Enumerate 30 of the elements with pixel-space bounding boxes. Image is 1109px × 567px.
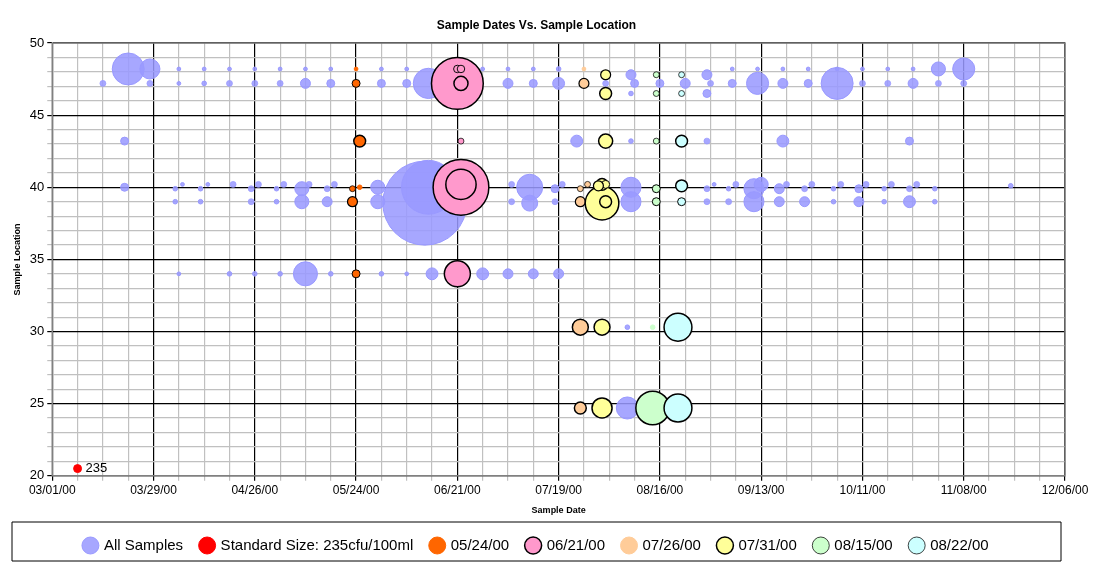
x-tick-label: 07/19/00 bbox=[535, 483, 583, 498]
y-axis-title: Sample Location bbox=[11, 223, 22, 296]
y-tick-label: 45 bbox=[29, 106, 45, 122]
y-tick-label: 20 bbox=[29, 467, 45, 483]
x-tick-label: 11/08/00 bbox=[940, 483, 987, 498]
legend-label: Standard Size: 235cfu/100ml bbox=[220, 535, 414, 553]
legend-label: 08/15/00 bbox=[834, 535, 893, 553]
x-tick-label: 09/13/00 bbox=[737, 483, 785, 498]
x-tick-label: 03/29/00 bbox=[130, 483, 178, 498]
y-tick-label: 50 bbox=[29, 34, 45, 50]
y-tick-label: 35 bbox=[29, 250, 45, 266]
x-tick-label: 12/06/00 bbox=[1041, 483, 1089, 498]
x-tick-label: 08/16/00 bbox=[636, 483, 684, 498]
legend-label: 07/26/00 bbox=[642, 535, 701, 553]
legend-label: 08/22/00 bbox=[930, 535, 989, 553]
legend-label: All Samples bbox=[103, 535, 184, 553]
legend-label: 06/21/00 bbox=[546, 535, 606, 553]
y-tick-label: 40 bbox=[29, 178, 45, 194]
x-tick-label: 04/26/00 bbox=[231, 483, 279, 498]
x-axis-title: Sample Date bbox=[531, 505, 586, 516]
y-tick-label: 30 bbox=[29, 323, 45, 339]
annotation: 235 bbox=[85, 460, 108, 476]
legend-label: 05/24/00 bbox=[450, 535, 510, 553]
x-tick-label: 05/24/00 bbox=[332, 483, 380, 498]
x-tick-label: 03/01/00 bbox=[28, 483, 76, 498]
legend-label: 07/31/00 bbox=[738, 535, 797, 553]
x-tick-label: 06/21/00 bbox=[434, 483, 482, 498]
x-tick-label: 10/11/00 bbox=[839, 483, 886, 498]
chart-title: Sample Dates Vs. Sample Location bbox=[436, 18, 637, 33]
y-tick-label: 25 bbox=[29, 395, 45, 411]
